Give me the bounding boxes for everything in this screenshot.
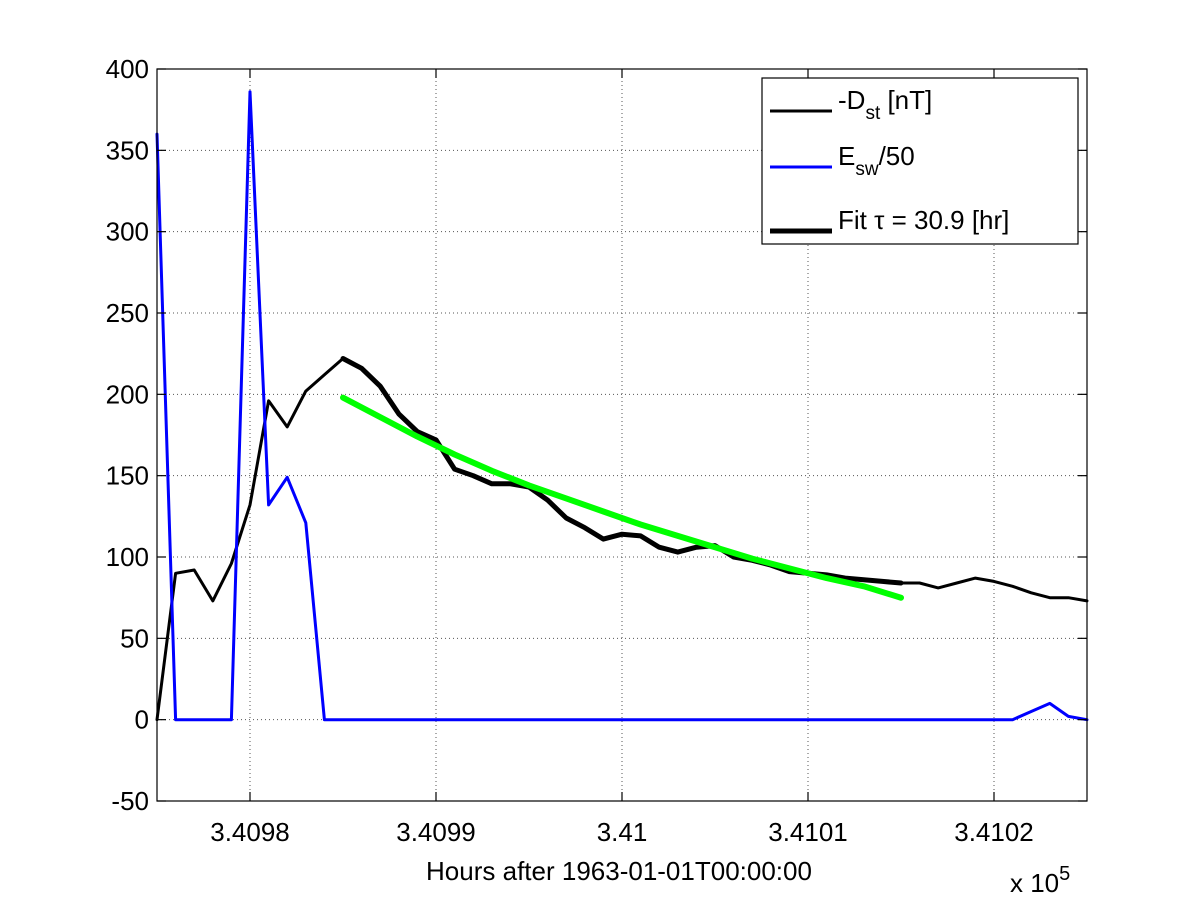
x-axis-exponent: x 105 [1010, 863, 1070, 898]
y-tick-label: 200 [106, 379, 149, 409]
y-tick-label: 150 [106, 461, 149, 491]
axis-ticks: 3.4098 3.4099 3.41 3.4101 3.4102 -50 0 50 100 150… [106, 54, 1087, 847]
legend-label-main: -D [838, 85, 865, 115]
legend-label-main: Fit τ = 30.9 [hr] [838, 205, 1009, 235]
series-line-esw [155, 90, 1089, 722]
plot-series [155, 90, 1089, 722]
y-tick-label: 400 [106, 54, 149, 84]
y-tick-label: 350 [106, 135, 149, 165]
y-tick-label: -50 [111, 786, 149, 816]
legend: -Dst [nT] Esw/50 Fit τ = 30.9 [hr] [761, 77, 1079, 245]
y-tick-label: 50 [120, 623, 149, 653]
y-tick-label: 250 [106, 298, 149, 328]
legend-box [761, 77, 1079, 245]
legend-entry-label: Fit τ = 30.9 [hr] [838, 205, 1009, 235]
x-axis-exponent-power: 5 [1059, 863, 1070, 885]
x-axis-exponent-base: x 10 [1010, 868, 1059, 898]
legend-label-rest: [nT] [880, 85, 932, 115]
legend-label-rest: /50 [879, 141, 915, 171]
legend-label-subscript: sw [855, 159, 879, 180]
legend-entry-label: -Dst [nT] [838, 85, 932, 124]
legend-label-subscript: st [865, 103, 881, 124]
x-tick-label: 3.41 [597, 817, 648, 847]
x-tick-label: 3.4099 [396, 817, 476, 847]
x-tick-label: 3.4101 [768, 817, 848, 847]
legend-label-main: E [838, 141, 855, 171]
x-tick-label: 3.4098 [210, 817, 290, 847]
y-tick-label: 300 [106, 217, 149, 247]
x-tick-label: 3.4102 [954, 817, 1034, 847]
series-line-fit [340, 394, 904, 601]
x-axis-title: Hours after 1963-01-01T00:00:00 [426, 856, 812, 886]
y-tick-label: 0 [135, 705, 149, 735]
legend-entry-label: Esw/50 [838, 141, 915, 180]
y-tick-label: 100 [106, 542, 149, 572]
